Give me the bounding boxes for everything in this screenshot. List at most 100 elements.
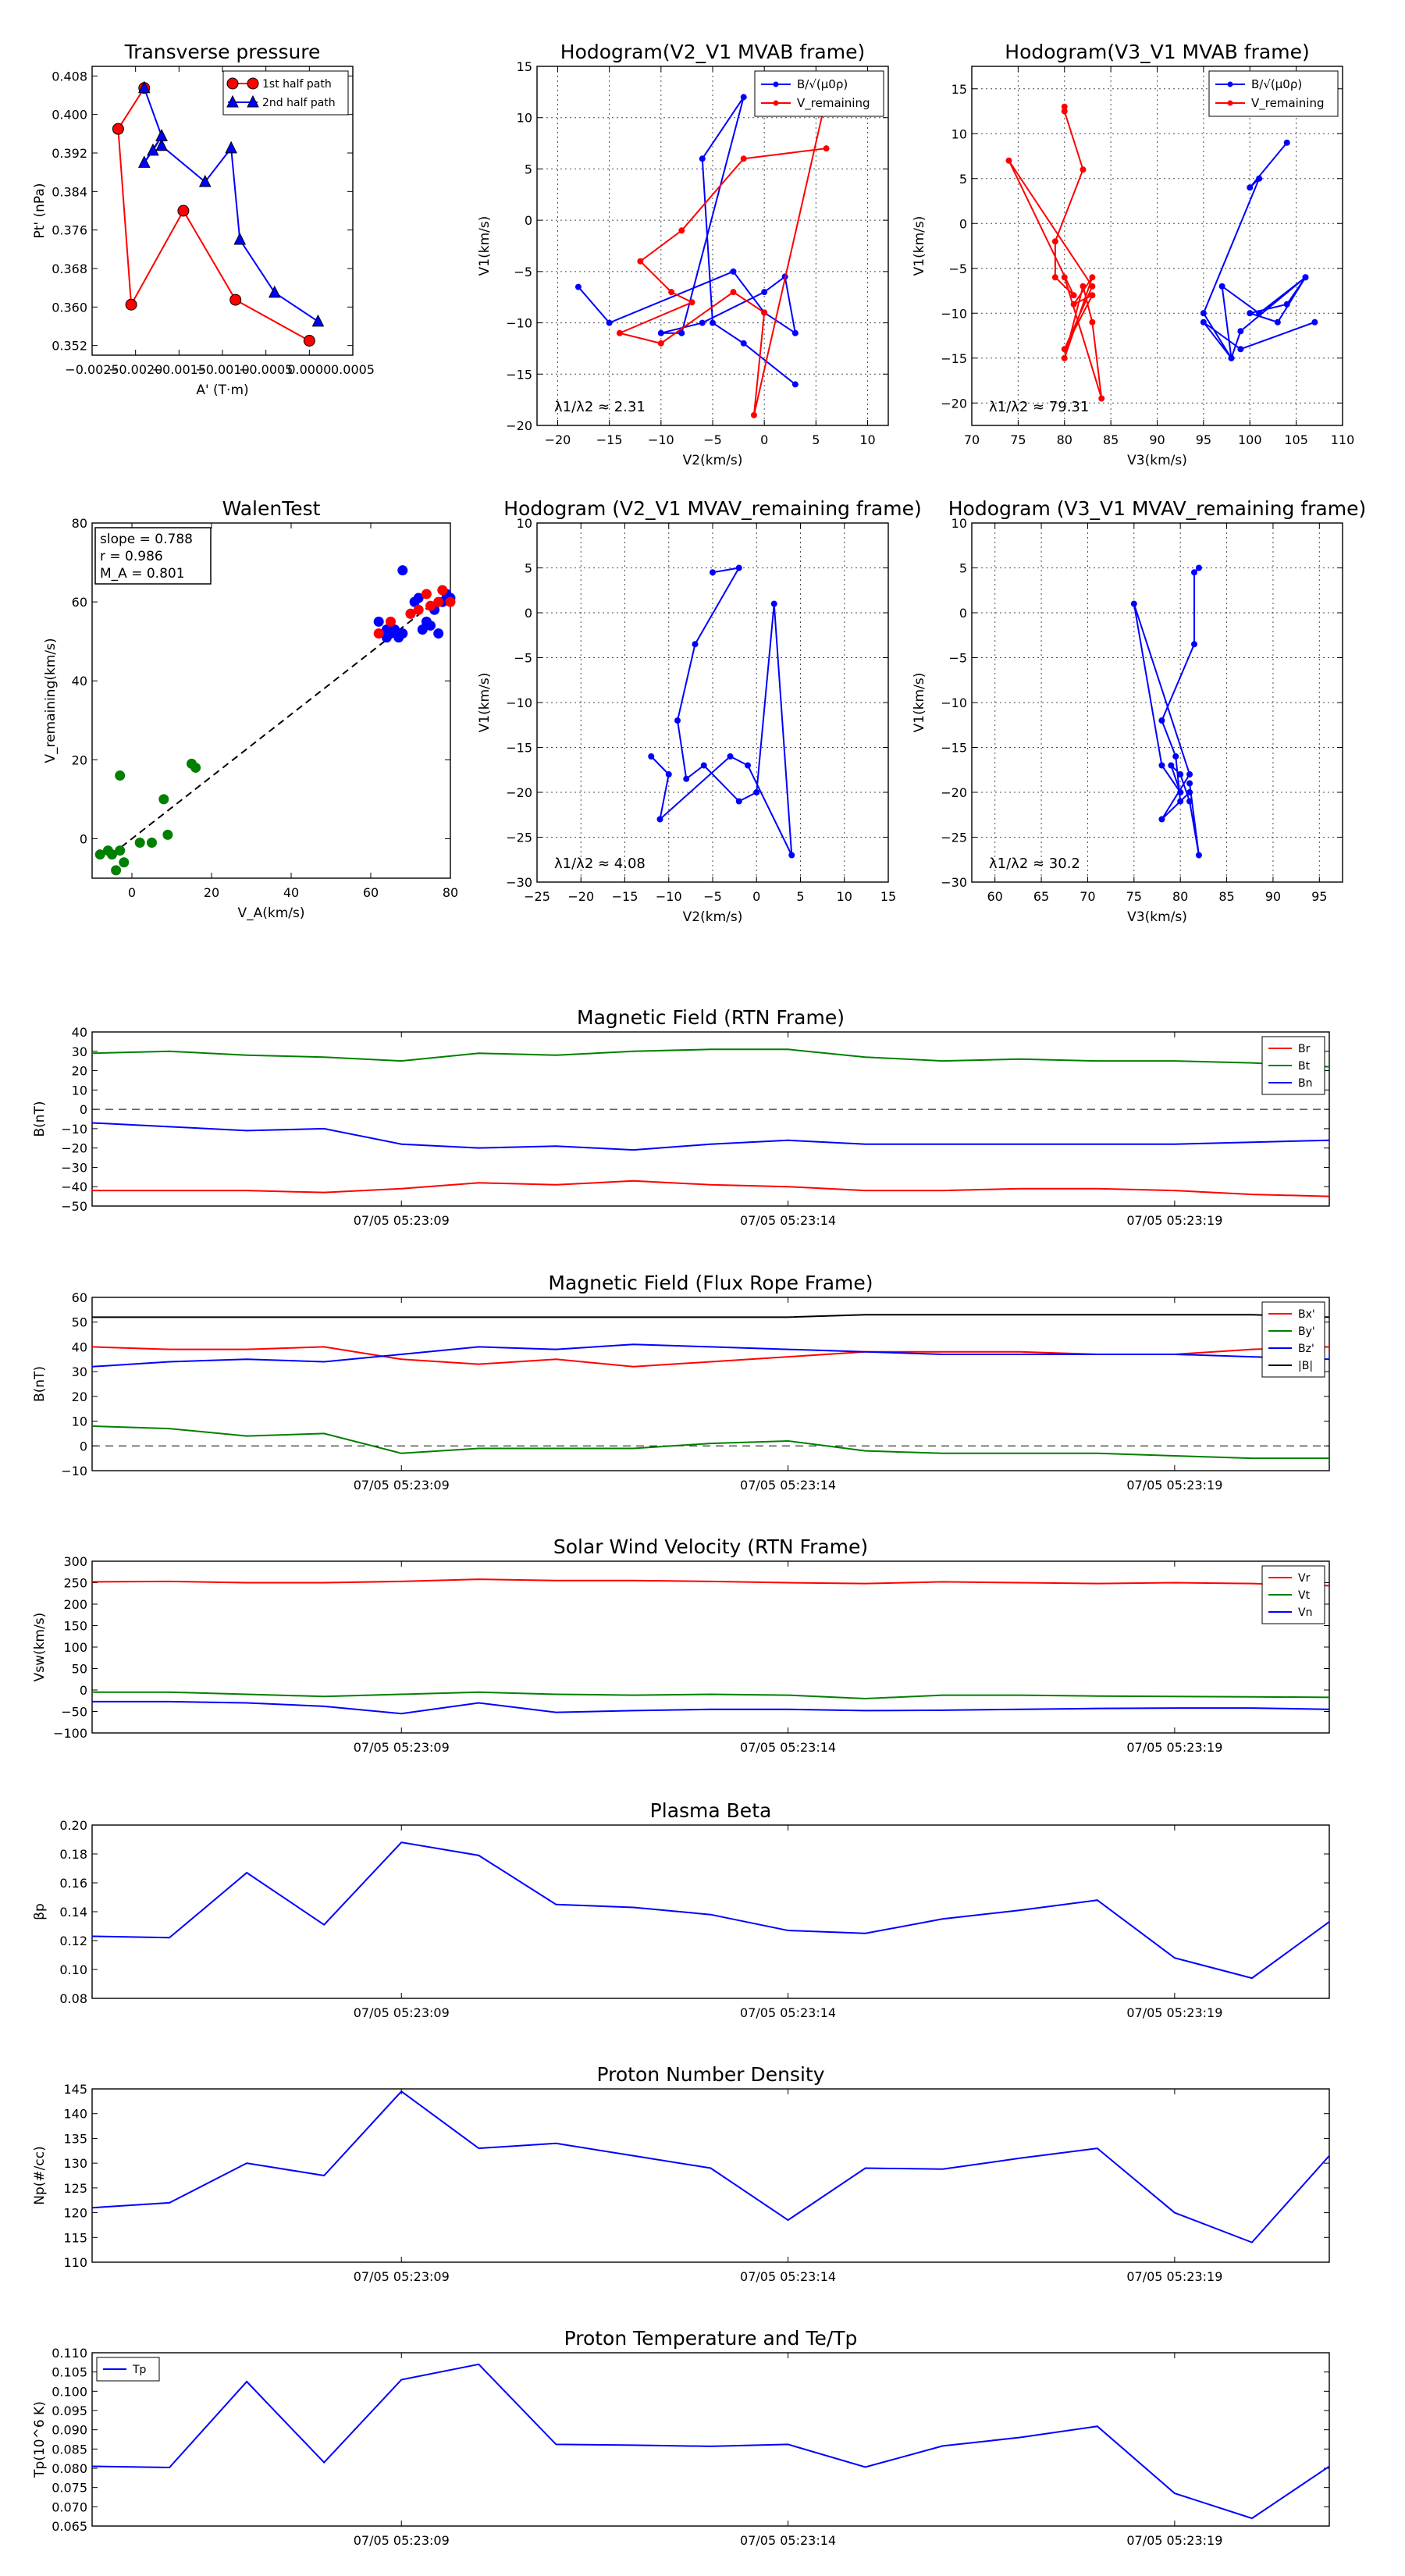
data-point [1158, 717, 1165, 724]
data-point [1200, 310, 1207, 317]
data-point [389, 624, 400, 635]
x-tick-label: 85 [1103, 432, 1119, 447]
y-axis-label: B(nT) [32, 1101, 48, 1137]
data-point [1089, 318, 1096, 326]
data-point [770, 600, 777, 607]
mag_rtn-chart: Magnetic Field (RTN Frame) −50 −40 −30 −20 −1… [32, 1006, 1330, 1228]
y-tick-label: 40 [72, 1340, 87, 1354]
y-tick-label: −20 [941, 396, 967, 411]
fit-stats-box [94, 527, 212, 585]
x-tick-label: 95 [1196, 432, 1211, 447]
legend-marker [773, 100, 779, 106]
legend-label: Br [1298, 1043, 1311, 1055]
data-point [1274, 318, 1281, 326]
y-tick-label: 0.110 [52, 2346, 87, 2361]
data-point [1089, 292, 1096, 299]
x-tick-label: −10 [648, 432, 674, 447]
data-point [1256, 175, 1263, 182]
y-tick-label: 0 [80, 1683, 87, 1698]
data-point [311, 314, 325, 327]
x-tick-label: 0.0005 [331, 362, 375, 377]
y-tick-label: 20 [72, 1064, 87, 1079]
y-tick-label: 15 [951, 82, 967, 97]
y-tick-label: −5 [948, 262, 967, 276]
y-tick-label: −10 [61, 1464, 87, 1478]
chart-title: Proton Temperature and Te/Tp [564, 2327, 858, 2350]
y-tick-label: 100 [63, 1640, 87, 1655]
x-tick-label: −5 [703, 432, 722, 447]
x-tick-label: 110 [1331, 432, 1355, 447]
plot-frame [91, 1031, 1330, 1207]
data-point [657, 329, 664, 336]
plot-frame [91, 1560, 1330, 1734]
y-tick-label: −20 [506, 785, 532, 800]
y-tick-label: 10 [72, 1414, 87, 1429]
data-point [1061, 354, 1068, 361]
y-tick-label: 135 [63, 2131, 87, 2146]
data-point [606, 319, 613, 326]
legend [754, 70, 884, 117]
legend-label: Bt [1298, 1060, 1311, 1073]
data-point [730, 289, 737, 296]
legend-label: Bx' [1298, 1308, 1315, 1321]
y-tick-label: 0 [80, 1439, 87, 1453]
legend-label: |B| [1298, 1360, 1313, 1372]
data-point [1311, 318, 1318, 326]
x-tick-label: 0 [128, 885, 136, 900]
legend-marker [247, 77, 259, 90]
legend-label: By' [1298, 1325, 1315, 1338]
data-point [1283, 139, 1290, 146]
plot-frame [91, 2088, 1330, 2263]
plot-frame [91, 2352, 1330, 2527]
series-line [91, 1578, 1330, 1587]
series-line-b [1202, 142, 1315, 361]
y-tick-label: 0.070 [52, 2500, 87, 2514]
y-axis-label: V1(km/s) [477, 673, 493, 733]
y-tick-label: 10 [517, 111, 532, 126]
chart-title: Solar Wind Velocity (RTN Frame) [553, 1535, 868, 1558]
y-tick-label: 10 [951, 516, 967, 531]
y-tick-label: 0.408 [52, 69, 87, 84]
x-tick-label: 07/05 05:23:09 [354, 2269, 450, 2284]
x-tick-label: 07/05 05:23:14 [740, 1213, 836, 1228]
y-tick-label: −15 [506, 367, 532, 382]
y-tick-label: 0.14 [59, 1905, 87, 1920]
x-tick-label: −0.0020 [108, 362, 162, 377]
y-tick-label: −25 [506, 831, 532, 845]
data-point [433, 596, 444, 607]
data-point [115, 845, 126, 856]
x-tick-label: 07/05 05:23:14 [740, 2533, 836, 2548]
data-point [386, 616, 396, 627]
data-point [225, 141, 237, 154]
data-point [710, 319, 716, 326]
x-tick-label: 07/05 05:23:19 [1126, 2005, 1222, 2020]
eigenvalue-ratio: λ1/λ2 ≈ 30.2 [989, 856, 1080, 872]
y-tick-label: −10 [506, 696, 532, 710]
x-tick-label: 07/05 05:23:09 [354, 1213, 450, 1228]
x-tick-label: 80 [1172, 889, 1188, 904]
y-tick-label: 250 [63, 1576, 87, 1591]
data-point [668, 289, 675, 296]
data-point [1177, 771, 1184, 777]
chart-title: Hodogram(V3_V1 MVAB frame) [1005, 41, 1309, 63]
y-tick-label: 0.368 [52, 262, 87, 276]
data-point [1195, 852, 1202, 859]
data-point [413, 592, 424, 603]
x-tick-label: 07/05 05:23:19 [1126, 2533, 1222, 2548]
data-point [674, 717, 681, 724]
x-tick-label: −25 [524, 889, 550, 904]
y-axis-label: V_remaining(km/s) [43, 638, 59, 763]
y-tick-label: 30 [72, 1044, 87, 1059]
y-tick-label: −15 [506, 741, 532, 756]
x-tick-label: 60 [363, 885, 379, 900]
data-point [1098, 395, 1105, 402]
y-tick-label: 0.095 [52, 2403, 87, 2418]
y-tick-label: −100 [53, 1726, 87, 1741]
legend-label: Tp [132, 2364, 147, 2376]
walen_test-chart: WalenTest 0 20 40 60 80 0 20 40 60 80 V_A(km/s) V_re… [43, 497, 458, 921]
x-tick-label: 07/05 05:23:14 [740, 1478, 836, 1493]
legend-label: B/√(μ0ρ) [797, 77, 848, 91]
y-tick-label: 0.376 [52, 223, 87, 238]
series-line [91, 1346, 1330, 1368]
